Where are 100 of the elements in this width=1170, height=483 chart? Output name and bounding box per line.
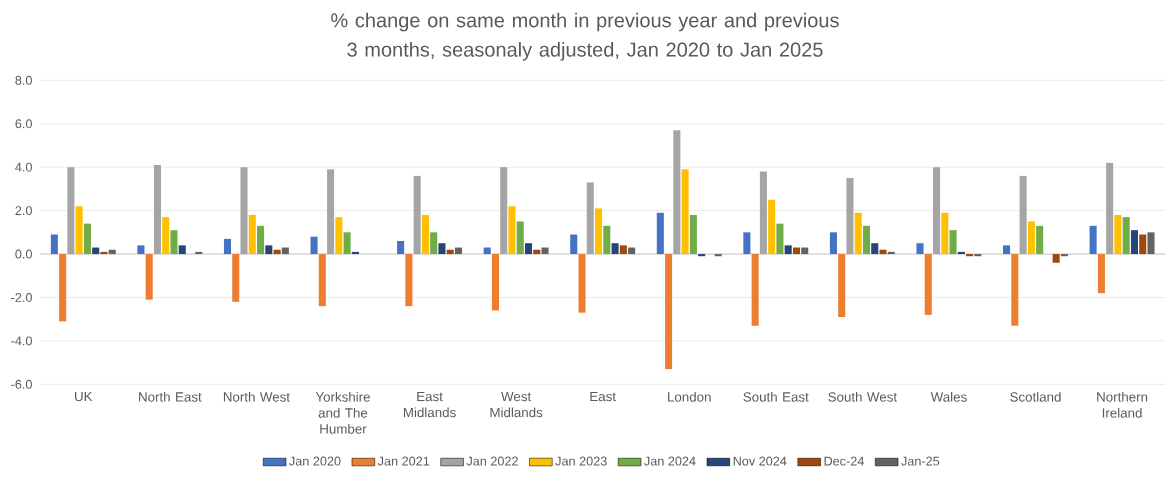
bar xyxy=(854,212,862,255)
bar xyxy=(223,238,232,255)
x-tick-label: North East xyxy=(139,391,202,402)
bar xyxy=(351,251,359,255)
bar xyxy=(665,254,673,370)
bar xyxy=(966,254,974,257)
x-tick-label: Northern Ireland xyxy=(1097,391,1148,418)
bar xyxy=(257,225,265,255)
bar xyxy=(59,254,67,322)
legend-label: Jan 2023 xyxy=(555,456,607,466)
bar xyxy=(619,245,627,255)
bar xyxy=(1139,234,1147,255)
bar xyxy=(751,254,759,326)
bar xyxy=(145,254,153,300)
bar xyxy=(162,217,170,255)
bar xyxy=(310,236,318,255)
bar xyxy=(1060,254,1068,257)
bar xyxy=(792,247,800,255)
legend-label: Nov 2024 xyxy=(733,456,787,466)
bar xyxy=(628,247,636,255)
bar xyxy=(656,212,664,255)
y-tick-label: 8.0 xyxy=(15,75,32,85)
bar xyxy=(1147,232,1155,255)
bar xyxy=(1122,217,1130,255)
bar xyxy=(829,232,837,255)
bar xyxy=(273,249,281,255)
y-tick-label: -6.0 xyxy=(11,379,32,389)
bar xyxy=(170,230,178,255)
bar xyxy=(516,221,524,255)
y-tick-label: -2.0 xyxy=(11,292,32,302)
bar xyxy=(768,199,776,255)
bar xyxy=(232,254,240,302)
bar xyxy=(318,254,326,307)
x-tick-label: UK xyxy=(75,391,93,402)
bar xyxy=(491,254,499,311)
bar xyxy=(454,247,463,255)
bar xyxy=(862,225,871,255)
bar xyxy=(949,230,957,255)
bar xyxy=(1036,225,1044,255)
y-tick-label: 0.0 xyxy=(15,249,32,259)
bar xyxy=(879,249,887,255)
chart-title: % change on same month in previous year and previous 3 months, seasonaly adjusted, Jan 2020 to Jan 2025 xyxy=(331,12,839,61)
x-tick-label: South East xyxy=(743,391,809,402)
bar xyxy=(343,232,351,255)
bar xyxy=(1114,214,1122,255)
bar xyxy=(508,206,516,255)
bar xyxy=(248,214,256,255)
bar xyxy=(137,245,145,255)
x-tick-label: Yorkshire and The Humber xyxy=(315,391,370,434)
bar xyxy=(397,241,405,255)
bar xyxy=(957,251,965,255)
bar xyxy=(83,223,91,255)
x-tick-label: East Midlands xyxy=(403,391,456,418)
bar xyxy=(801,247,809,255)
bar xyxy=(743,232,751,255)
bar xyxy=(1052,254,1060,263)
legend-label: Jan 2021 xyxy=(377,456,430,466)
bar xyxy=(430,232,438,255)
bar xyxy=(714,254,722,257)
x-tick-label: Wales xyxy=(930,391,967,402)
bar xyxy=(611,243,619,255)
bar xyxy=(887,251,895,255)
legend-label: Jan-25 xyxy=(901,456,940,466)
bar xyxy=(776,223,784,255)
bar xyxy=(178,245,186,255)
bar xyxy=(100,251,108,255)
bar xyxy=(974,254,982,257)
bar xyxy=(92,247,100,255)
bar xyxy=(838,254,846,318)
bar xyxy=(524,243,533,255)
legend-label: Jan 2022 xyxy=(466,456,518,466)
bar xyxy=(784,245,792,255)
bar xyxy=(265,245,273,255)
bar xyxy=(871,243,879,255)
bar xyxy=(1003,245,1011,255)
bar xyxy=(681,169,689,255)
bar xyxy=(421,214,429,255)
bar xyxy=(1130,230,1138,255)
bar xyxy=(446,249,454,255)
y-tick-label: 4.0 xyxy=(15,162,32,172)
bar xyxy=(438,243,446,255)
bar xyxy=(195,251,203,255)
bar xyxy=(1097,254,1105,294)
x-tick-label: East xyxy=(590,391,616,402)
x-tick-label: London xyxy=(668,391,711,402)
y-tick-label: 6.0 xyxy=(15,119,32,129)
bar xyxy=(541,247,549,255)
bar xyxy=(603,225,611,255)
bar xyxy=(689,214,697,255)
x-tick-label: West Midlands xyxy=(490,391,543,418)
x-tick-label: South West xyxy=(828,391,897,402)
bar xyxy=(578,254,586,313)
legend-label: Dec-24 xyxy=(824,456,864,466)
bar xyxy=(75,206,83,255)
bar xyxy=(50,234,58,255)
legend-label: Jan 2020 xyxy=(289,456,341,466)
bar xyxy=(941,212,949,255)
bar xyxy=(698,254,706,257)
bar xyxy=(483,247,491,255)
bar xyxy=(1089,225,1097,255)
